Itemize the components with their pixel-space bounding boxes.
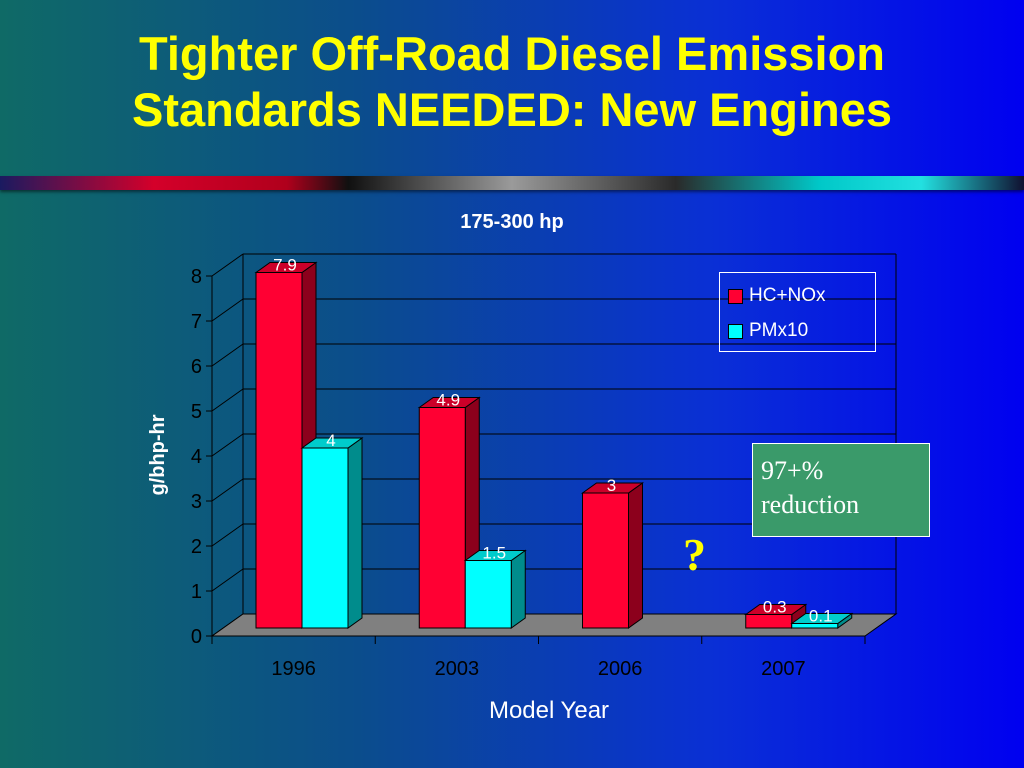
y-tick-label: 5 [191,401,202,423]
legend-swatch-hc-nox [728,288,743,304]
gridline-side [211,298,244,322]
gridline-side [211,253,244,277]
bar-front-face [255,272,303,629]
bar-front-face [418,407,466,629]
chart-bars-layer [254,261,854,629]
reduction-callout-percent: 97+% [761,456,824,485]
gridline-side [211,433,244,457]
reduction-callout-text: reduction [761,490,860,519]
y-tick-label: 2 [191,536,202,558]
legend-label-hc-nox: HC+NOx [749,285,826,306]
bar-front-face [464,560,512,629]
x-tick-label: 2007 [761,658,806,680]
bar-pmx10 [790,612,854,629]
gridline-side [211,478,244,502]
gridline-side [211,343,244,367]
bar-front-face [745,614,793,629]
bar-side-face [628,482,643,629]
bar-front-face [301,447,349,629]
bar-side-face [510,549,526,629]
data-label: 1.5 [482,544,506,563]
data-label: 0.3 [763,598,787,617]
bar-hc-nox [417,396,481,629]
x-tick-label: 2006 [598,658,643,680]
y-tick-label: 3 [191,491,202,513]
slide-title-line-2: Standards NEEDED: New Engines [132,83,892,136]
bar-side-face [347,437,363,629]
x-tick-label: 2003 [435,658,480,680]
bar-pmx10 [463,549,527,629]
data-label: 3 [607,476,616,495]
gridline-side [211,388,244,412]
bar-front-face [791,623,839,629]
x-axis-title: Model Year [489,697,609,724]
question-mark-annotation: ? [683,529,706,580]
legend-label-pmx10: PMx10 [749,320,809,341]
legend-item-hc-nox: HC+NOx [728,284,826,308]
title-divider-bar [0,176,1024,190]
bar-front-face [582,492,629,629]
data-label: 0.1 [809,607,833,626]
legend-item-pmx10: PMx10 [728,319,808,343]
legend-swatch-pmx10 [728,323,743,339]
chart-legend: HC+NOx PMx10 [719,272,876,352]
slide-title-line-1: Tighter Off-Road Diesel Emission [138,27,886,80]
gridline-side [211,523,244,547]
y-tick-label: 7 [191,311,202,333]
data-label: 4 [326,431,335,450]
x-tick-label: 1996 [271,658,316,680]
data-label: 7.9 [273,256,297,275]
bar-hc-nox [580,482,645,629]
chart-text-layer: 175-300 hp Model Year g/bhp-hr 0 1 2 3 4 5 6 7 8… [147,211,833,724]
y-tick-label: 1 [191,581,202,603]
slide-title: Tighter Off-Road Diesel Emission Standar… [0,26,1024,138]
y-tick-label: 8 [191,266,202,288]
y-tick-label: 4 [191,446,202,468]
data-label: 4.9 [436,391,460,410]
chart-title: 175-300 hp [460,211,563,233]
gridline-side [211,568,244,592]
reduction-callout: 97+% reduction [752,443,930,537]
y-axis-title: g/bhp-hr [147,414,169,495]
y-tick-label: 0 [191,626,202,648]
bar-pmx10 [300,437,364,629]
y-tick-label: 6 [191,356,202,378]
